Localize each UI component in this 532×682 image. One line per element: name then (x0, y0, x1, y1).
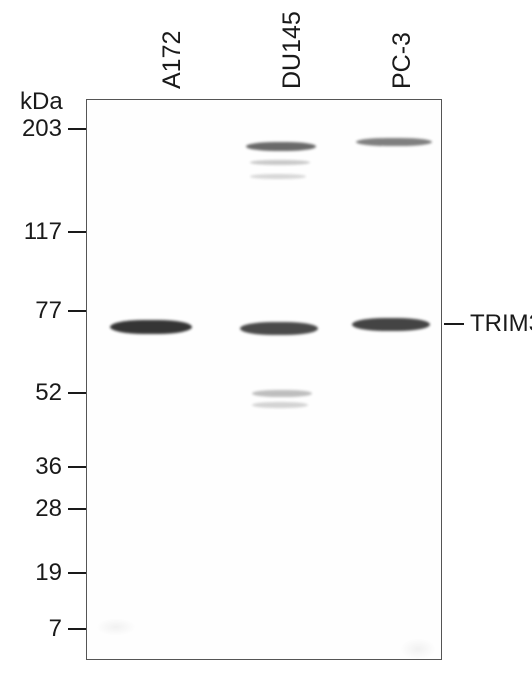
marker-tick (68, 466, 86, 468)
lane-label: A172 (158, 31, 187, 89)
marker-value: 7 (0, 617, 62, 641)
band (250, 174, 306, 179)
marker-value: 19 (0, 561, 62, 585)
marker-row: 36 (0, 455, 86, 479)
band (252, 402, 308, 408)
band (252, 390, 312, 397)
marker-tick (68, 310, 86, 312)
marker-row: 203 (0, 117, 86, 141)
band (250, 160, 310, 165)
band (246, 142, 316, 151)
marker-value: 36 (0, 455, 62, 479)
lane-label: DU145 (278, 11, 307, 89)
marker-row: 52 (0, 381, 86, 405)
marker-value: 77 (0, 299, 62, 323)
marker-tick (68, 231, 86, 233)
marker-tick (68, 508, 86, 510)
blot-membrane (86, 99, 442, 660)
marker-row: 19 (0, 561, 86, 585)
protein-label-row: TRIM32 (444, 312, 532, 336)
marker-tick (68, 128, 86, 130)
marker-value: 52 (0, 381, 62, 405)
marker-value: 117 (0, 220, 62, 244)
marker-tick (68, 392, 86, 394)
marker-tick (68, 628, 86, 630)
marker-tick (68, 572, 86, 574)
band (356, 138, 432, 146)
marker-value: 28 (0, 497, 62, 521)
band (240, 322, 318, 335)
lane-label: PC-3 (388, 32, 417, 89)
marker-row: 117 (0, 220, 86, 244)
band (352, 318, 430, 331)
band (110, 320, 192, 334)
figure-root: kDa A172 DU145 PC-3 203 117 77 52 36 28 19 7 TRIM… (0, 0, 532, 682)
kda-axis-title: kDa (20, 88, 63, 116)
protein-label: TRIM32 (470, 312, 532, 336)
marker-value: 203 (0, 117, 62, 141)
marker-row: 77 (0, 299, 86, 323)
marker-row: 7 (0, 617, 86, 641)
marker-row: 28 (0, 497, 86, 521)
protein-label-tick (444, 323, 464, 325)
